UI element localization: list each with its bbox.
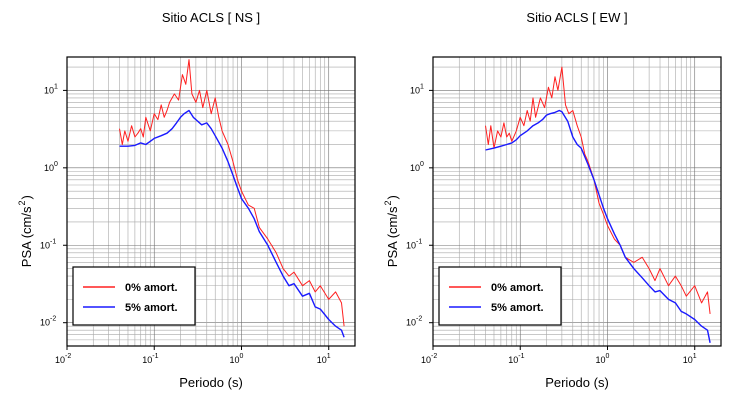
svg-text:1: 1: [54, 83, 58, 90]
y-tick-label: 10 1: [44, 83, 58, 95]
series-line-amort-0: [119, 59, 345, 327]
svg-text:-1: -1: [50, 238, 56, 245]
y-tick-label: 10 0: [44, 161, 58, 173]
x-tick-label: 10 1: [683, 353, 697, 365]
svg-text:1: 1: [693, 353, 697, 360]
svg-text:10: 10: [229, 355, 239, 365]
x-tick-label: 10 -2: [55, 353, 71, 365]
svg-text:10: 10: [595, 355, 605, 365]
svg-text:0: 0: [54, 161, 58, 168]
svg-text:10: 10: [421, 355, 431, 365]
svg-text:2: 2: [17, 200, 27, 205]
legend-item: 5% amort.: [83, 302, 178, 314]
series-line-amort-5: [119, 109, 345, 338]
svg-text:-1: -1: [518, 353, 524, 360]
svg-text:-1: -1: [416, 238, 422, 245]
svg-text:10: 10: [410, 85, 420, 95]
legend-item: 0% amort.: [83, 282, 178, 294]
x-axis-label: Periodo (s): [545, 375, 609, 390]
svg-text:-1: -1: [152, 353, 158, 360]
svg-text:-2: -2: [416, 316, 422, 323]
x-tick-label: 10 0: [229, 353, 243, 365]
svg-text:): ): [19, 195, 34, 199]
svg-text:2: 2: [383, 200, 393, 205]
svg-text:-2: -2: [50, 316, 56, 323]
svg-text:10: 10: [410, 163, 420, 173]
svg-text:10: 10: [142, 355, 152, 365]
x-tick-label: 10 -2: [421, 353, 437, 365]
y-tick-label: 10 0: [410, 161, 424, 173]
svg-text:PSA (cm/s: PSA (cm/s: [385, 206, 400, 267]
svg-text:): ): [385, 195, 400, 199]
svg-text:10: 10: [508, 355, 518, 365]
chart-title: Sitio ACLS [ NS ]: [162, 10, 260, 25]
svg-text:10: 10: [44, 85, 54, 95]
legend-label: 0% amort.: [125, 282, 178, 294]
svg-text:10: 10: [40, 240, 50, 250]
legend-label: 5% amort.: [125, 302, 178, 314]
chart-title: Sitio ACLS [ EW ]: [526, 10, 627, 25]
legend-label: 0% amort.: [491, 282, 544, 294]
x-tick-label: 10 -1: [508, 353, 524, 365]
series-line-amort-5: [485, 109, 711, 343]
x-tick-label: 10 -1: [142, 353, 158, 365]
plot-frame: [432, 56, 722, 347]
svg-text:0: 0: [420, 161, 424, 168]
x-axis-label: Periodo (s): [179, 375, 243, 390]
svg-text:10: 10: [55, 355, 65, 365]
y-axis-label: PSA (cm/s2): [383, 195, 400, 267]
y-tick-label: 10 -1: [406, 238, 422, 250]
x-tick-label: 10 0: [595, 353, 609, 365]
svg-text:1: 1: [327, 353, 331, 360]
x-tick-label: 10 1: [317, 353, 331, 365]
legend-box: [72, 266, 196, 326]
svg-text:-2: -2: [65, 353, 71, 360]
legend: 0% amort. 5% amort.: [438, 266, 562, 326]
svg-text:10: 10: [317, 355, 327, 365]
legend-item: 5% amort.: [449, 302, 544, 314]
svg-text:10: 10: [683, 355, 693, 365]
legend-item: 0% amort.: [449, 282, 544, 294]
svg-text:10: 10: [40, 318, 50, 328]
svg-text:-2: -2: [431, 353, 437, 360]
y-tick-label: 10 -2: [406, 316, 422, 328]
svg-text:0: 0: [239, 353, 243, 360]
legend-box: [438, 266, 562, 326]
legend-label: 5% amort.: [491, 302, 544, 314]
svg-text:0: 0: [605, 353, 609, 360]
y-tick-label: 10 -2: [40, 316, 56, 328]
y-tick-label: 10 -1: [40, 238, 56, 250]
svg-text:PSA (cm/s: PSA (cm/s: [19, 206, 34, 267]
svg-text:10: 10: [406, 318, 416, 328]
y-axis-label: PSA (cm/s2): [17, 195, 34, 267]
y-tick-label: 10 1: [410, 83, 424, 95]
legend: 0% amort. 5% amort.: [72, 266, 196, 326]
svg-text:10: 10: [406, 240, 416, 250]
svg-text:1: 1: [420, 83, 424, 90]
series-line-amort-0: [485, 66, 711, 314]
plot-frame: [66, 56, 356, 347]
svg-text:10: 10: [44, 163, 54, 173]
